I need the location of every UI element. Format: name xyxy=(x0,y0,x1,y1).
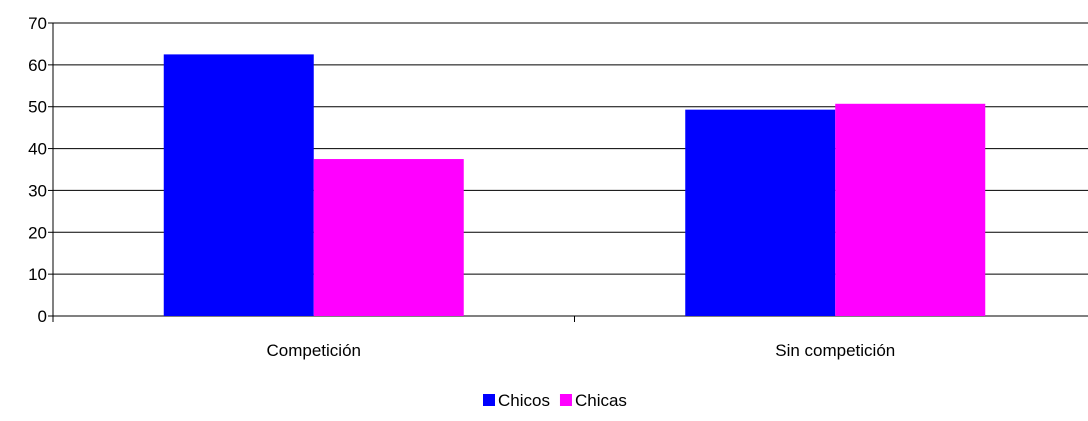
y-tick-label: 70 xyxy=(28,14,47,33)
y-tick-label: 0 xyxy=(38,307,47,326)
y-tick-label: 20 xyxy=(28,223,47,242)
bar-chicos-1 xyxy=(685,109,836,316)
x-category-label: Competición xyxy=(267,341,362,360)
y-tick-label: 10 xyxy=(28,265,47,284)
legend-swatch-chicos xyxy=(483,394,495,406)
legend-label-chicas: Chicas xyxy=(575,391,627,410)
y-tick-label: 30 xyxy=(28,181,47,200)
y-tick-label: 60 xyxy=(28,56,47,75)
x-category-label: Sin competición xyxy=(775,341,895,360)
bar-chicas-0 xyxy=(313,159,464,316)
legend-label-chicos: Chicos xyxy=(498,391,550,410)
legend-swatch-chicas xyxy=(559,394,572,406)
y-tick-label: 50 xyxy=(28,98,47,117)
bar-chicas-1 xyxy=(835,103,986,316)
bar-chicos-0 xyxy=(163,54,314,317)
y-tick-label: 40 xyxy=(28,140,47,159)
